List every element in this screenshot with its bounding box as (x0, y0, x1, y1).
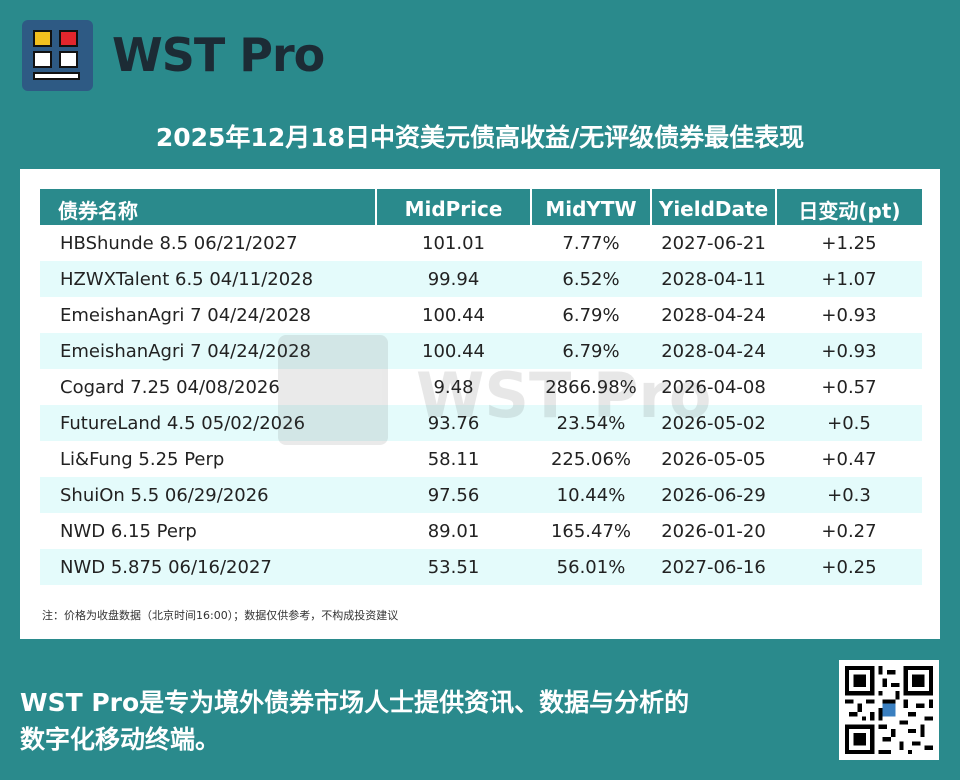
yielddate-cell: 2026-01-20 (661, 520, 766, 542)
bond-name-cell: HBShunde 8.5 06/21/2027 (60, 232, 298, 254)
bond-name-cell: HZWXTalent 6.5 04/11/2028 (40, 261, 376, 297)
col-header-midprice[interactable]: MidPrice (376, 189, 532, 225)
midytw-cell: 6.79% (562, 304, 620, 326)
table-row[interactable]: HBShunde 8.5 06/21/2027 101.01 7.77% 2027-0… (40, 225, 922, 261)
midprice-cell: 93.76 (376, 405, 531, 441)
midprice-cell: 97.56 (376, 477, 531, 513)
bond-name-cell: NWD 6.15 Perp (60, 520, 197, 542)
midytw-cell: 165.47% (550, 520, 632, 542)
bond-name-cell: EmeishanAgri 7 04/24/2028 (60, 304, 311, 326)
bond-name-cell: Cogard 7.25 04/08/2026 (60, 376, 280, 398)
midprice-cell: 99.94 (376, 261, 531, 297)
table-row[interactable]: FutureLand 4.5 05/02/2026 93.76 23.54% 2026… (40, 405, 922, 441)
logo-square-red (59, 30, 78, 47)
table-row[interactable]: NWD 6.15 Perp 89.01 165.47% 2026-01-20 +0.27 (40, 513, 922, 549)
midytw-cell: 10.44% (531, 477, 651, 513)
bond-name-cell: FutureLand 4.5 05/02/2026 (40, 405, 376, 441)
daily-change-cell: +0.93 (821, 304, 877, 326)
daily-change-cell: +1.25 (821, 232, 877, 254)
qr-code-icon[interactable] (839, 660, 939, 760)
yielddate-cell: 2028-04-24 (651, 333, 776, 369)
table-row[interactable]: ShuiOn 5.5 06/29/2026 97.56 10.44% 2026-06-… (40, 477, 922, 513)
brand-name: WST Pro (112, 28, 325, 82)
table-row[interactable]: EmeishanAgri 7 04/24/2028 100.44 6.79% 2028… (40, 297, 922, 333)
daily-change-cell: +0.47 (821, 448, 877, 470)
footer-text: WST Pro是专为境外债券市场人士提供资讯、数据与分析的 数字化移动终端。 (20, 684, 800, 758)
table-header-row: 债券名称 MidPrice MidYTW YieldDate 日变动(pt) (40, 189, 922, 225)
table-card: 债券名称 MidPrice MidYTW YieldDate 日变动(pt) H… (20, 169, 940, 639)
table-row[interactable]: EmeishanAgri 7 04/24/2028 100.44 6.79% 2028… (40, 333, 922, 369)
bond-name-cell: NWD 5.875 06/16/2027 (40, 549, 376, 585)
col-header-midytw[interactable]: MidYTW (531, 189, 652, 225)
yielddate-cell: 2026-05-05 (661, 448, 766, 470)
yielddate-cell: 2027-06-21 (661, 232, 766, 254)
midytw-cell: 2866.98% (545, 376, 637, 398)
daily-change-cell: +0.25 (776, 549, 922, 585)
table-row[interactable]: Li&Fung 5.25 Perp 58.11 225.06% 2026-05-05 +… (40, 441, 922, 477)
yielddate-cell: 2028-04-24 (661, 304, 766, 326)
daily-change-cell: +0.93 (776, 333, 922, 369)
table-row[interactable]: NWD 5.875 06/16/2027 53.51 56.01% 2027-06-1… (40, 549, 922, 585)
col-header-yielddate[interactable]: YieldDate (651, 189, 777, 225)
midprice-cell: 53.51 (376, 549, 531, 585)
midprice-cell: 101.01 (422, 232, 485, 254)
yielddate-cell: 2028-04-11 (651, 261, 776, 297)
midprice-cell: 100.44 (422, 304, 485, 326)
page-title: 2025年12月18日中资美元债高收益/无评级债券最佳表现 (155, 123, 805, 152)
bond-name-cell: Li&Fung 5.25 Perp (60, 448, 225, 470)
midprice-cell: 9.48 (433, 376, 474, 398)
midytw-cell: 7.77% (562, 232, 620, 254)
daily-change-cell: +0.27 (821, 520, 877, 542)
daily-change-cell: +0.57 (821, 376, 877, 398)
midytw-cell: 6.79% (531, 333, 651, 369)
footer-line-1: WST Pro是专为境外债券市场人士提供资讯、数据与分析的 (20, 688, 690, 717)
midprice-cell: 89.01 (427, 520, 480, 542)
bond-name-cell: EmeishanAgri 7 04/24/2028 (40, 333, 376, 369)
footer-line-2: 数字化移动终端。 (20, 725, 221, 754)
disclaimer-note: 注：价格为收盘数据（北京时间16:00）；数据仅供参考，不构成投资建议 (42, 609, 399, 622)
midytw-cell: 56.01% (531, 549, 651, 585)
daily-change-cell: +0.5 (776, 405, 922, 441)
col-header-bond-name[interactable]: 债券名称 (40, 189, 377, 225)
bond-name-cell: ShuiOn 5.5 06/29/2026 (40, 477, 376, 513)
midytw-cell: 23.54% (531, 405, 651, 441)
yielddate-cell: 2026-06-29 (651, 477, 776, 513)
yielddate-cell: 2026-05-02 (651, 405, 776, 441)
table-row[interactable]: Cogard 7.25 04/08/2026 9.48 2866.98% 2026-0… (40, 369, 922, 405)
yielddate-cell: 2026-04-08 (661, 376, 766, 398)
daily-change-cell: +1.07 (776, 261, 922, 297)
col-header-daily-change[interactable]: 日变动(pt) (776, 189, 922, 225)
daily-change-cell: +0.3 (776, 477, 922, 513)
table-row[interactable]: HZWXTalent 6.5 04/11/2028 99.94 6.52% 2028-… (40, 261, 922, 297)
logo-square-white-left (33, 51, 52, 68)
midprice-cell: 100.44 (376, 333, 531, 369)
yielddate-cell: 2027-06-16 (651, 549, 776, 585)
app-logo (22, 20, 93, 91)
bond-table: 债券名称 MidPrice MidYTW YieldDate 日变动(pt) H… (40, 189, 922, 585)
midytw-cell: 6.52% (531, 261, 651, 297)
midprice-cell: 58.11 (427, 448, 480, 470)
midytw-cell: 225.06% (550, 448, 632, 470)
logo-base (33, 72, 80, 80)
logo-square-white-right (59, 51, 78, 68)
logo-square-yellow (33, 30, 52, 47)
